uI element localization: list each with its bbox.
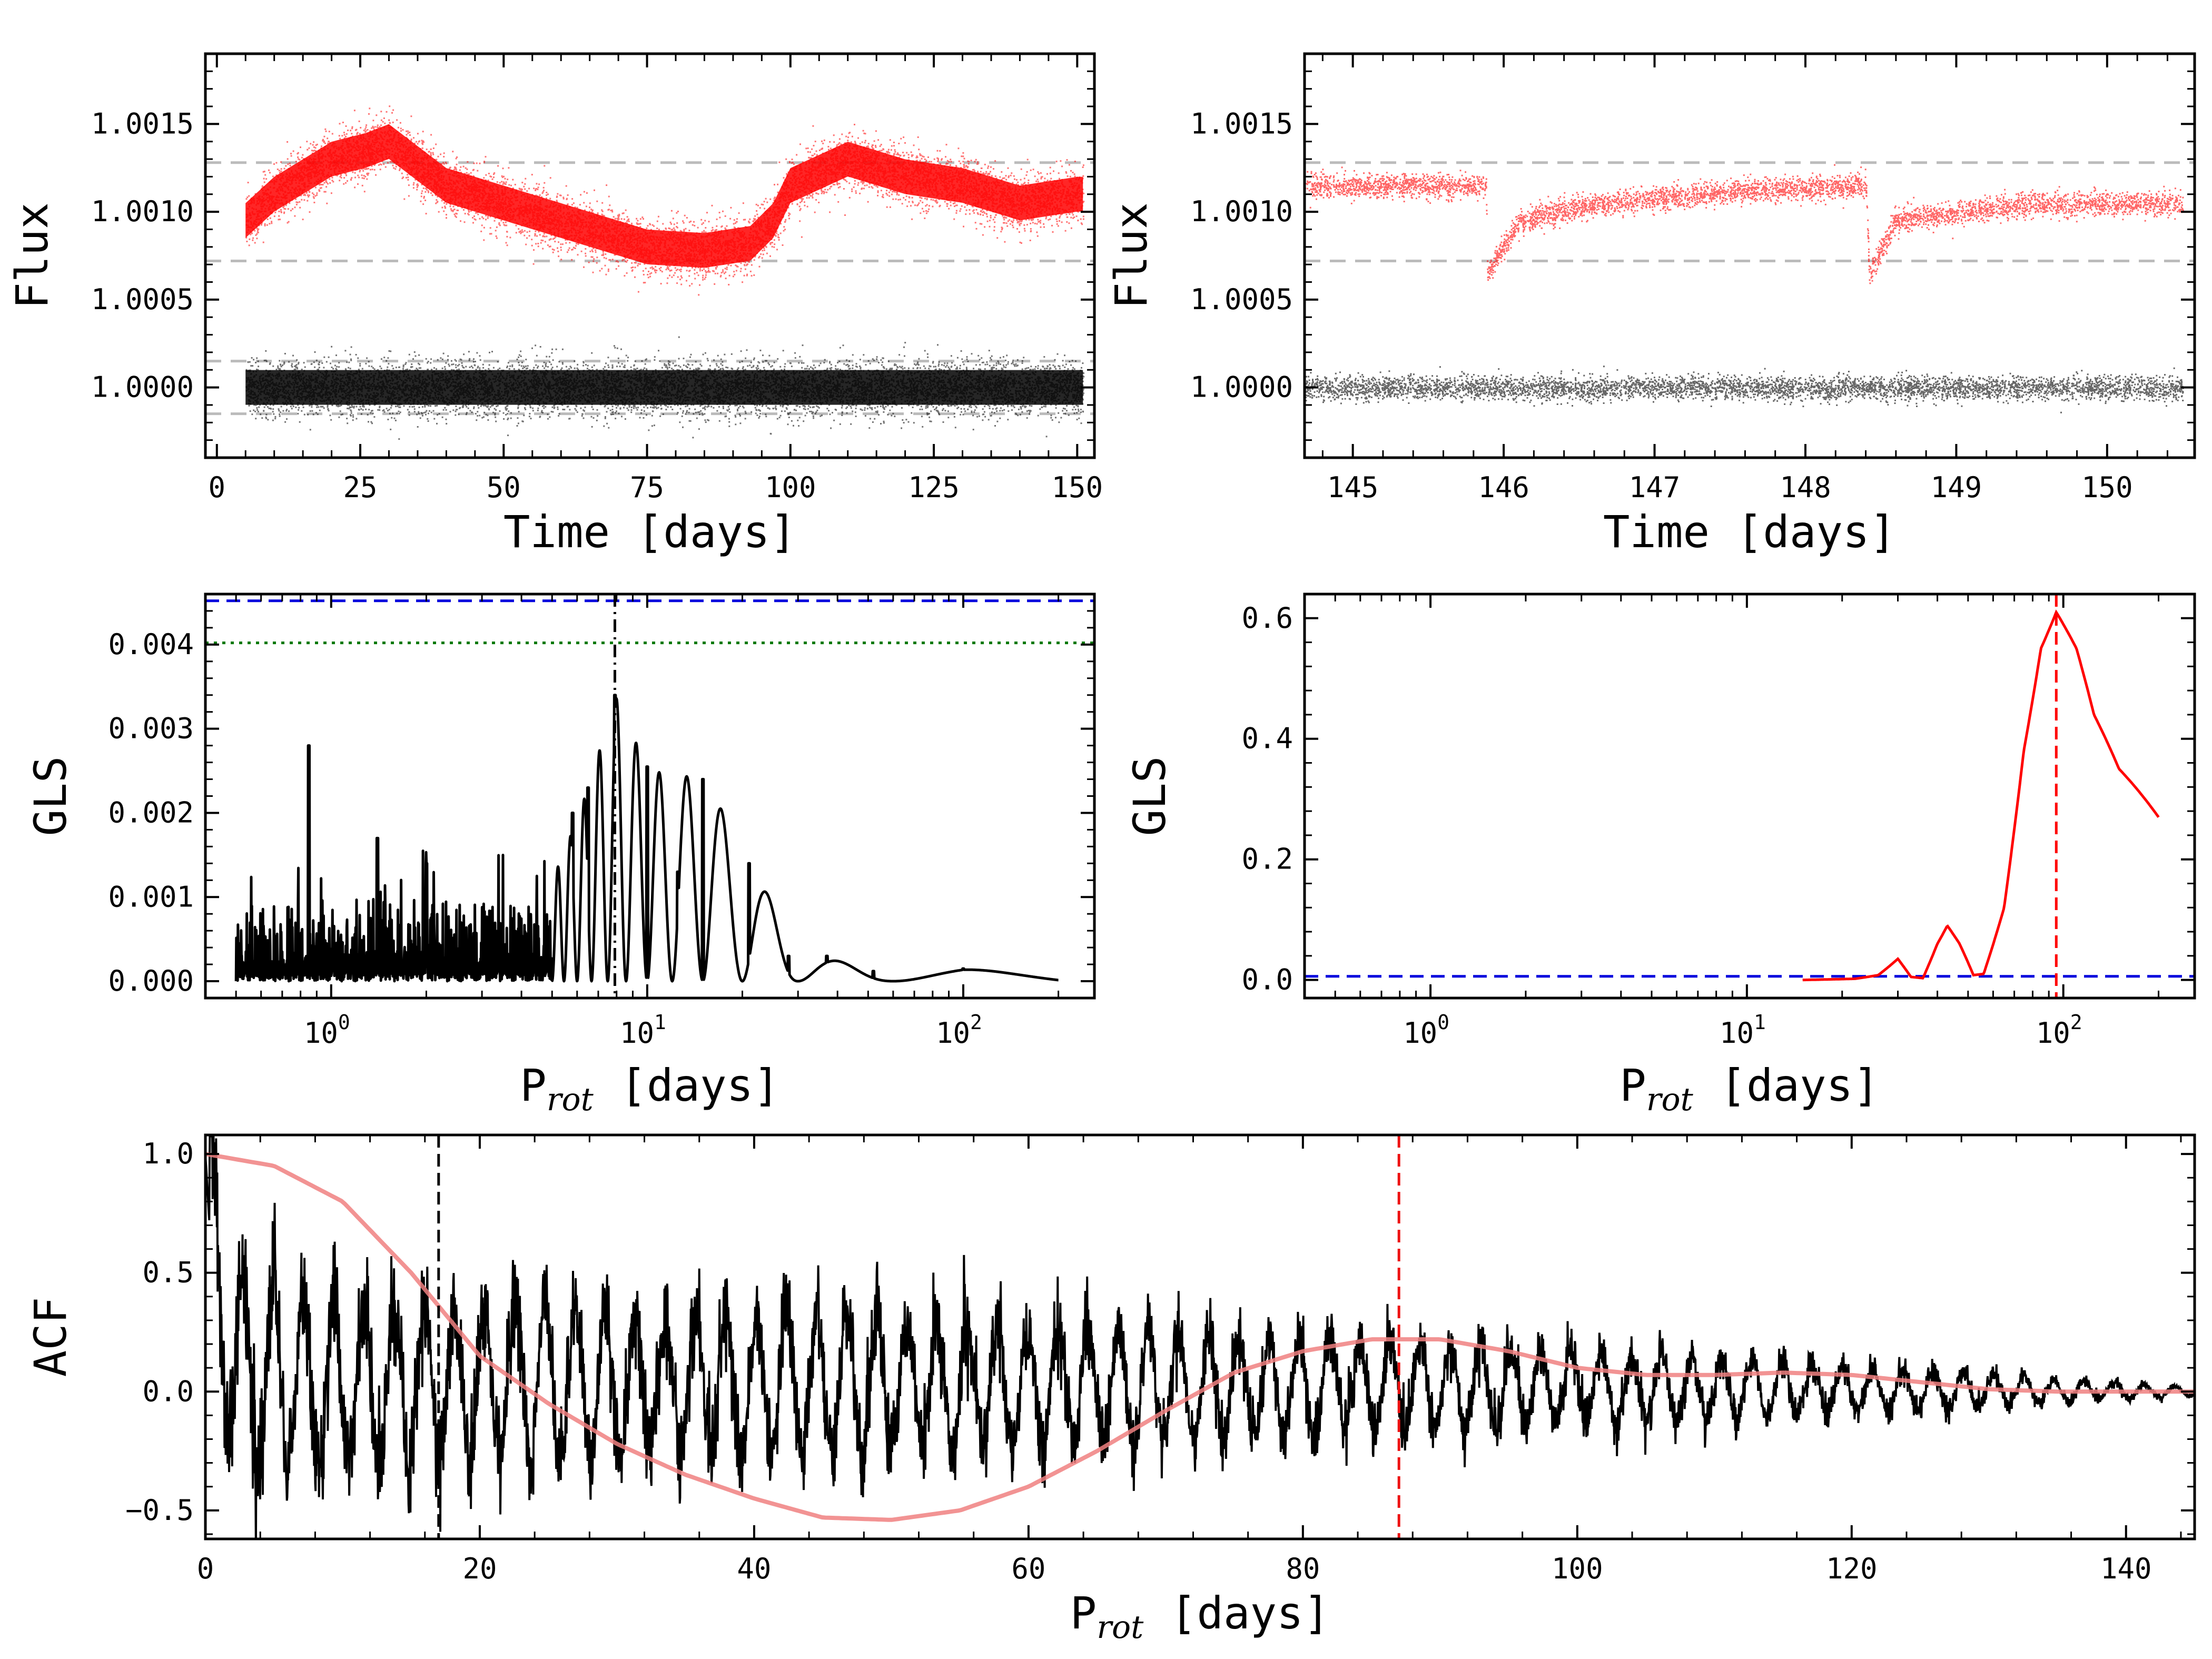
- y-tick-label: 1.0015: [91, 107, 194, 140]
- x-tick-label: 75: [630, 471, 664, 504]
- plot-frame: [1303, 52, 2196, 459]
- y-tick-label: 1.0000: [1190, 371, 1293, 404]
- plot-frame: [204, 1133, 2196, 1540]
- flux-point-cloud: [1305, 366, 2184, 413]
- x-tick-label: 125: [908, 471, 960, 504]
- detrended-flux-points: [1305, 366, 2184, 413]
- y-tick-label: 1.0: [142, 1137, 194, 1170]
- x-tick-label: 0: [209, 471, 226, 504]
- ticks: [204, 1135, 2195, 1539]
- gls-raw-periodogram-line: [1802, 609, 2160, 982]
- y-axis-label: Flux: [6, 202, 58, 309]
- plot-frame: [204, 592, 1096, 1000]
- acf-line: [205, 1135, 2195, 1539]
- x-axis-label: Prot [days]: [1619, 1060, 1880, 1118]
- y-tick-label: 0.000: [108, 964, 194, 998]
- x-tick-label: 101: [1720, 1011, 1766, 1050]
- x-tick-label: 150: [1052, 471, 1103, 504]
- x-tick-label: 40: [737, 1552, 771, 1585]
- x-tick-label: 0: [197, 1552, 214, 1585]
- y-tick-label: 1.0010: [1190, 195, 1293, 228]
- plot-frame: [204, 52, 1096, 459]
- x-tick-label: 100: [1403, 1011, 1449, 1050]
- gls-detrended-panel: 100 101 102 0.000 0.001 0.002 0.003 0.004 Prot […: [25, 592, 1096, 1118]
- y-tick-label: 0.003: [108, 712, 194, 745]
- x-tick-label: 50: [487, 471, 521, 504]
- y-axis-label: GLS: [1124, 756, 1176, 836]
- y-tick-label: 0.004: [108, 628, 194, 661]
- y-tick-label: 1.0005: [1190, 283, 1293, 316]
- x-axis-label: Prot [days]: [1070, 1587, 1330, 1646]
- x-axis-label: Time [days]: [503, 506, 796, 558]
- y-tick-label: 0.5: [142, 1256, 194, 1289]
- y-axis-label: GLS: [25, 756, 76, 836]
- x-tick-label: 150: [2081, 471, 2133, 504]
- gls-raw-panel: 100 101 102 0.0 0.2 0.4 0.6 Prot [days] GLS: [1124, 592, 2196, 1118]
- y-tick-label: 0.2: [1241, 843, 1293, 876]
- x-tick-label: 147: [1629, 471, 1681, 504]
- y-tick-label: 1.0005: [91, 283, 194, 316]
- y-axis-label: Flux: [1105, 202, 1157, 309]
- x-axis-label: Time [days]: [1603, 506, 1896, 558]
- lightcurve-zoom-panel: 145 146 147 148 149 150 1.0000 1.0005 1.0010 1.00…: [1105, 52, 2196, 558]
- y-tick-label: 1.0010: [91, 195, 194, 228]
- y-tick-label: −0.5: [125, 1494, 194, 1527]
- gls-periodogram-line: [234, 694, 1060, 983]
- acf-panel: 0 20 40 60 80 100 120 140 −0.5 0.0 0.5 1.0 Prot [day…: [25, 1133, 2196, 1646]
- x-axis-label: Prot [days]: [520, 1060, 780, 1118]
- raw-flux-points: [245, 105, 1085, 296]
- y-tick-label: 0.0: [142, 1375, 194, 1408]
- x-tick-label: 149: [1931, 471, 1982, 504]
- y-tick-label: 0.0: [1241, 963, 1293, 996]
- x-tick-label: 80: [1286, 1552, 1320, 1585]
- x-tick-label: 102: [936, 1011, 982, 1050]
- y-tick-label: 0.001: [108, 880, 194, 913]
- x-tick-label: 102: [2036, 1011, 2082, 1050]
- acf-smoothed-line: [205, 1152, 2195, 1522]
- y-tick-label: 1.0000: [91, 371, 194, 404]
- x-tick-label: 100: [304, 1011, 350, 1050]
- x-tick-label: 148: [1780, 471, 1831, 504]
- flux-point-cloud: [1305, 164, 2184, 284]
- x-tick-label: 145: [1327, 471, 1379, 504]
- plot-frame: [1303, 592, 2196, 1000]
- detrended-flux-points: [245, 336, 1085, 440]
- y-axis-label: ACF: [25, 1297, 76, 1377]
- x-tick-label: 101: [620, 1011, 666, 1050]
- raw-flux-points: [1305, 164, 2184, 284]
- x-tick-label: 25: [343, 471, 378, 504]
- ticks: [1305, 53, 2195, 458]
- x-tick-label: 60: [1011, 1552, 1045, 1585]
- y-tick-label: 1.0015: [1190, 107, 1293, 140]
- x-tick-label: 146: [1478, 471, 1529, 504]
- flux-density-band: [245, 124, 1083, 268]
- x-tick-label: 20: [462, 1552, 497, 1585]
- x-tick-label: 100: [1552, 1552, 1603, 1585]
- y-tick-label: 0.6: [1241, 601, 1293, 635]
- y-tick-label: 0.002: [108, 796, 194, 829]
- y-tick-label: 0.4: [1241, 722, 1293, 755]
- x-tick-label: 120: [1826, 1552, 1878, 1585]
- x-tick-label: 140: [2100, 1552, 2152, 1585]
- lightcurve-full-panel: 0 25 50 75 100 125 150 1.0000 1.0005 1.0010 1.0015…: [6, 52, 1103, 558]
- flux-density-band: [245, 370, 1083, 405]
- x-tick-label: 100: [765, 471, 816, 504]
